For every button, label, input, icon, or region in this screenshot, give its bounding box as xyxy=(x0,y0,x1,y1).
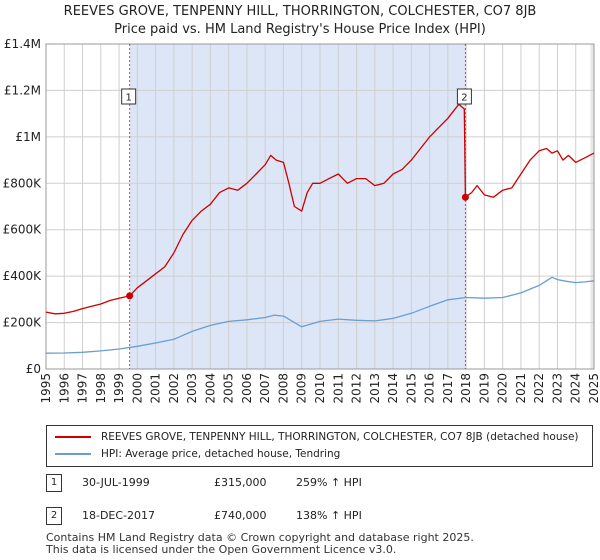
x-tick-label: 2006 xyxy=(240,373,254,404)
x-tick-label: 2009 xyxy=(295,373,309,404)
legend-item-property: REEVES GROVE, TENPENNY HILL, THORRINGTON… xyxy=(55,429,579,445)
x-tick-label: 2004 xyxy=(203,373,217,404)
ownership-shaded-band xyxy=(129,44,466,369)
x-tick-label: 1997 xyxy=(76,373,90,404)
sale-1-hpi-change: 259% ↑ HPI xyxy=(296,476,362,489)
sale-2-hpi-change: 138% ↑ HPI xyxy=(296,509,362,522)
x-tick-label: 2003 xyxy=(185,373,199,404)
sale-1-label-box xyxy=(121,88,137,105)
y-tick-label: £200K xyxy=(3,316,43,330)
y-tick-label: £600K xyxy=(3,223,43,237)
x-tick-label: 2012 xyxy=(350,373,364,404)
footer-licence: This data is licensed under the Open Gov… xyxy=(46,543,397,556)
x-tick-label: 2017 xyxy=(441,373,455,404)
x-tick-label: 2025 xyxy=(587,373,600,404)
x-tick-label: 1998 xyxy=(94,373,108,404)
y-tick-label: £0 xyxy=(26,362,41,376)
x-tick-label: 2021 xyxy=(514,373,528,404)
sale-1-marker: 1 xyxy=(46,474,62,492)
legend-item-hpi: HPI: Average price, detached house, Tend… xyxy=(55,446,340,462)
x-tick-label: 2000 xyxy=(130,373,144,404)
sale-2-date: 18-DEC-2017 xyxy=(82,509,156,522)
hpi-line xyxy=(45,276,595,354)
sale-2-label-box xyxy=(456,88,472,105)
sale-2-point xyxy=(461,193,469,201)
sale-2-label: 2 xyxy=(461,93,467,104)
x-tick-label: 1995 xyxy=(39,373,53,404)
x-tick-label: 2001 xyxy=(149,373,163,404)
x-tick-label: 2007 xyxy=(258,373,272,404)
sale-1-point xyxy=(126,292,134,300)
x-tick-label: 2022 xyxy=(532,373,546,404)
x-tick-label: 2018 xyxy=(459,373,473,404)
sale-1-price: £315,000 xyxy=(214,476,267,489)
sale-1-label: 1 xyxy=(125,93,131,104)
x-tick-label: 2013 xyxy=(368,373,382,404)
legend-hpi-swatch xyxy=(55,453,91,455)
x-tick-label: 2020 xyxy=(496,373,510,404)
sale-2-price: £740,000 xyxy=(214,509,267,522)
x-tick-label: 2023 xyxy=(550,373,564,404)
x-tick-label: 1999 xyxy=(112,373,126,404)
y-tick-label: £1.2M xyxy=(4,83,41,97)
legend-property-swatch xyxy=(55,436,91,438)
chart-subtitle: Price paid vs. HM Land Registry's House … xyxy=(114,22,486,37)
legend: REEVES GROVE, TENPENNY HILL, THORRINGTON… xyxy=(46,425,593,467)
price-chart: £0 £200K £400K £600K £800K £1M £1.2M £1.4M 1995 1… xyxy=(3,37,600,404)
x-tick-label: 2015 xyxy=(404,373,418,404)
property-price-line xyxy=(45,103,595,315)
x-tick-label: 2010 xyxy=(313,373,327,404)
y-tick-label: £1.4M xyxy=(4,37,41,51)
x-tick-label: 2014 xyxy=(386,373,400,404)
footer-copyright: Contains HM Land Registry data © Crown c… xyxy=(46,531,474,544)
plot-border xyxy=(45,43,595,370)
y-tick-label: £400K xyxy=(3,269,43,283)
x-tick-label: 2019 xyxy=(477,373,491,404)
chart-title: REEVES GROVE, TENPENNY HILL, THORRINGTON… xyxy=(63,4,537,19)
y-tick-label: £1M xyxy=(15,130,41,144)
future-hatch-region xyxy=(590,44,594,369)
x-tick-label: 2002 xyxy=(167,373,181,404)
legend-property-label: REEVES GROVE, TENPENNY HILL, THORRINGTON… xyxy=(101,431,579,443)
x-tick-label: 2005 xyxy=(222,373,236,404)
legend-hpi-label: HPI: Average price, detached house, Tend… xyxy=(101,448,341,460)
sale-2-marker: 2 xyxy=(46,507,62,525)
x-tick-label: 2008 xyxy=(276,373,290,404)
x-tick-label: 1996 xyxy=(57,373,71,404)
x-tick-label: 2011 xyxy=(331,373,345,404)
x-tick-label: 2016 xyxy=(423,373,437,404)
y-tick-label: £800K xyxy=(3,176,43,190)
x-tick-label: 2024 xyxy=(569,373,583,404)
sale-1-date: 30-JUL-1999 xyxy=(82,476,150,489)
